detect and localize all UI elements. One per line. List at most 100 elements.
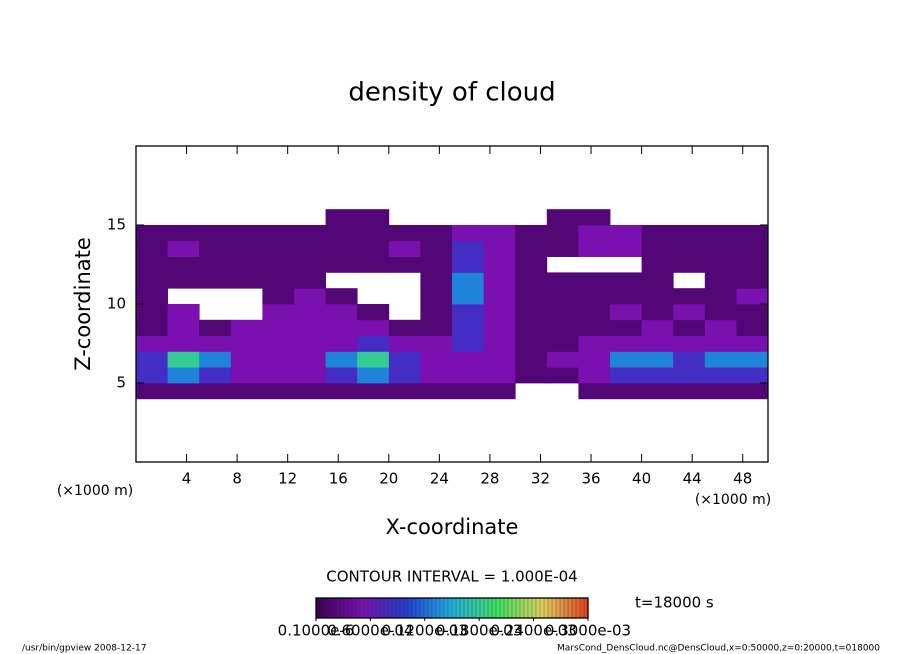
cell <box>136 367 168 384</box>
cell <box>167 240 200 257</box>
colorbar-segment <box>511 597 517 619</box>
colorbar-segment <box>447 597 453 619</box>
cell <box>641 272 674 289</box>
cell <box>230 335 263 352</box>
cell <box>483 351 516 368</box>
cell <box>420 256 453 273</box>
cell <box>546 225 579 242</box>
cell <box>136 383 168 400</box>
colorbar-segment <box>395 597 401 619</box>
x-tick-label: 12 <box>278 470 297 488</box>
cell <box>578 304 611 321</box>
cell <box>515 256 548 273</box>
colorbar-segment <box>347 597 353 619</box>
cell <box>641 319 674 336</box>
colorbar-frame <box>315 597 589 619</box>
colorbar-segment <box>411 597 417 619</box>
colorbar-segment <box>367 597 373 619</box>
cell <box>294 225 326 242</box>
cell <box>357 304 390 321</box>
y-unit: (×1000 m) <box>57 483 133 499</box>
cell <box>294 319 326 336</box>
cell <box>325 367 358 384</box>
footer-right: MarsCond_DensCloud.nc@DensCloud,x=0:5000… <box>557 644 880 654</box>
cell <box>673 383 706 400</box>
cell <box>515 319 548 336</box>
cell <box>736 304 769 321</box>
cell <box>388 256 421 273</box>
cell <box>325 256 358 273</box>
cell <box>420 288 453 305</box>
cell <box>262 225 295 242</box>
colorbar-segment <box>359 597 365 619</box>
cell <box>167 225 200 242</box>
cell <box>578 225 611 242</box>
cell <box>325 240 358 257</box>
cell <box>515 240 548 257</box>
cell <box>357 240 390 257</box>
cell <box>578 383 611 400</box>
colorbar-segment <box>487 597 493 619</box>
cell <box>704 225 737 242</box>
colorbar-segment <box>535 597 541 619</box>
cell <box>704 256 737 273</box>
footer-left: /usr/bin/gpview 2008-12-17 <box>22 644 146 654</box>
cell <box>641 288 674 305</box>
cell <box>736 272 769 289</box>
cell <box>230 367 263 384</box>
cell <box>546 304 579 321</box>
cell <box>578 367 611 384</box>
cell <box>167 272 200 289</box>
cell <box>294 383 326 400</box>
cell <box>610 272 642 289</box>
cell <box>452 367 484 384</box>
cell <box>420 383 453 400</box>
cell <box>641 335 674 352</box>
cell <box>483 383 516 400</box>
colorbar-segment <box>343 597 349 619</box>
cell <box>357 335 390 352</box>
cell <box>483 256 516 273</box>
cell <box>452 272 484 289</box>
colorbar-segment <box>455 597 461 619</box>
colorbar-segment <box>503 597 509 619</box>
colorbar-segment <box>543 597 549 619</box>
x-tick-label: 48 <box>733 470 752 488</box>
cell <box>388 383 421 400</box>
cell <box>641 240 674 257</box>
cell <box>546 319 579 336</box>
colorbar-segment <box>403 597 409 619</box>
cell <box>230 319 263 336</box>
cell <box>641 351 674 368</box>
cell <box>388 225 421 242</box>
cell <box>388 335 421 352</box>
cell <box>546 209 579 226</box>
cell <box>167 351 200 368</box>
colorbar-segment <box>579 597 585 619</box>
cell <box>610 383 642 400</box>
colorbar-segment <box>523 597 529 619</box>
cell <box>199 240 232 257</box>
colorbar-segment <box>415 597 421 619</box>
cell <box>230 383 263 400</box>
cell <box>641 383 674 400</box>
colorbar-segment <box>483 597 489 619</box>
cell <box>452 304 484 321</box>
cell <box>673 335 706 352</box>
cell <box>578 335 611 352</box>
cell <box>546 335 579 352</box>
colorbar-segment <box>547 597 553 619</box>
cell <box>357 225 390 242</box>
cell <box>199 272 232 289</box>
colorbar-tick-label: 0.1000e-6 <box>278 622 355 640</box>
cell <box>610 319 642 336</box>
colorbar-segment <box>451 597 457 619</box>
cell <box>325 225 358 242</box>
cell <box>736 383 769 400</box>
colorbar-segment <box>479 597 485 619</box>
cell <box>515 272 548 289</box>
colorbar-segment <box>495 597 501 619</box>
cell <box>420 272 453 289</box>
cell <box>294 288 326 305</box>
cell <box>452 335 484 352</box>
